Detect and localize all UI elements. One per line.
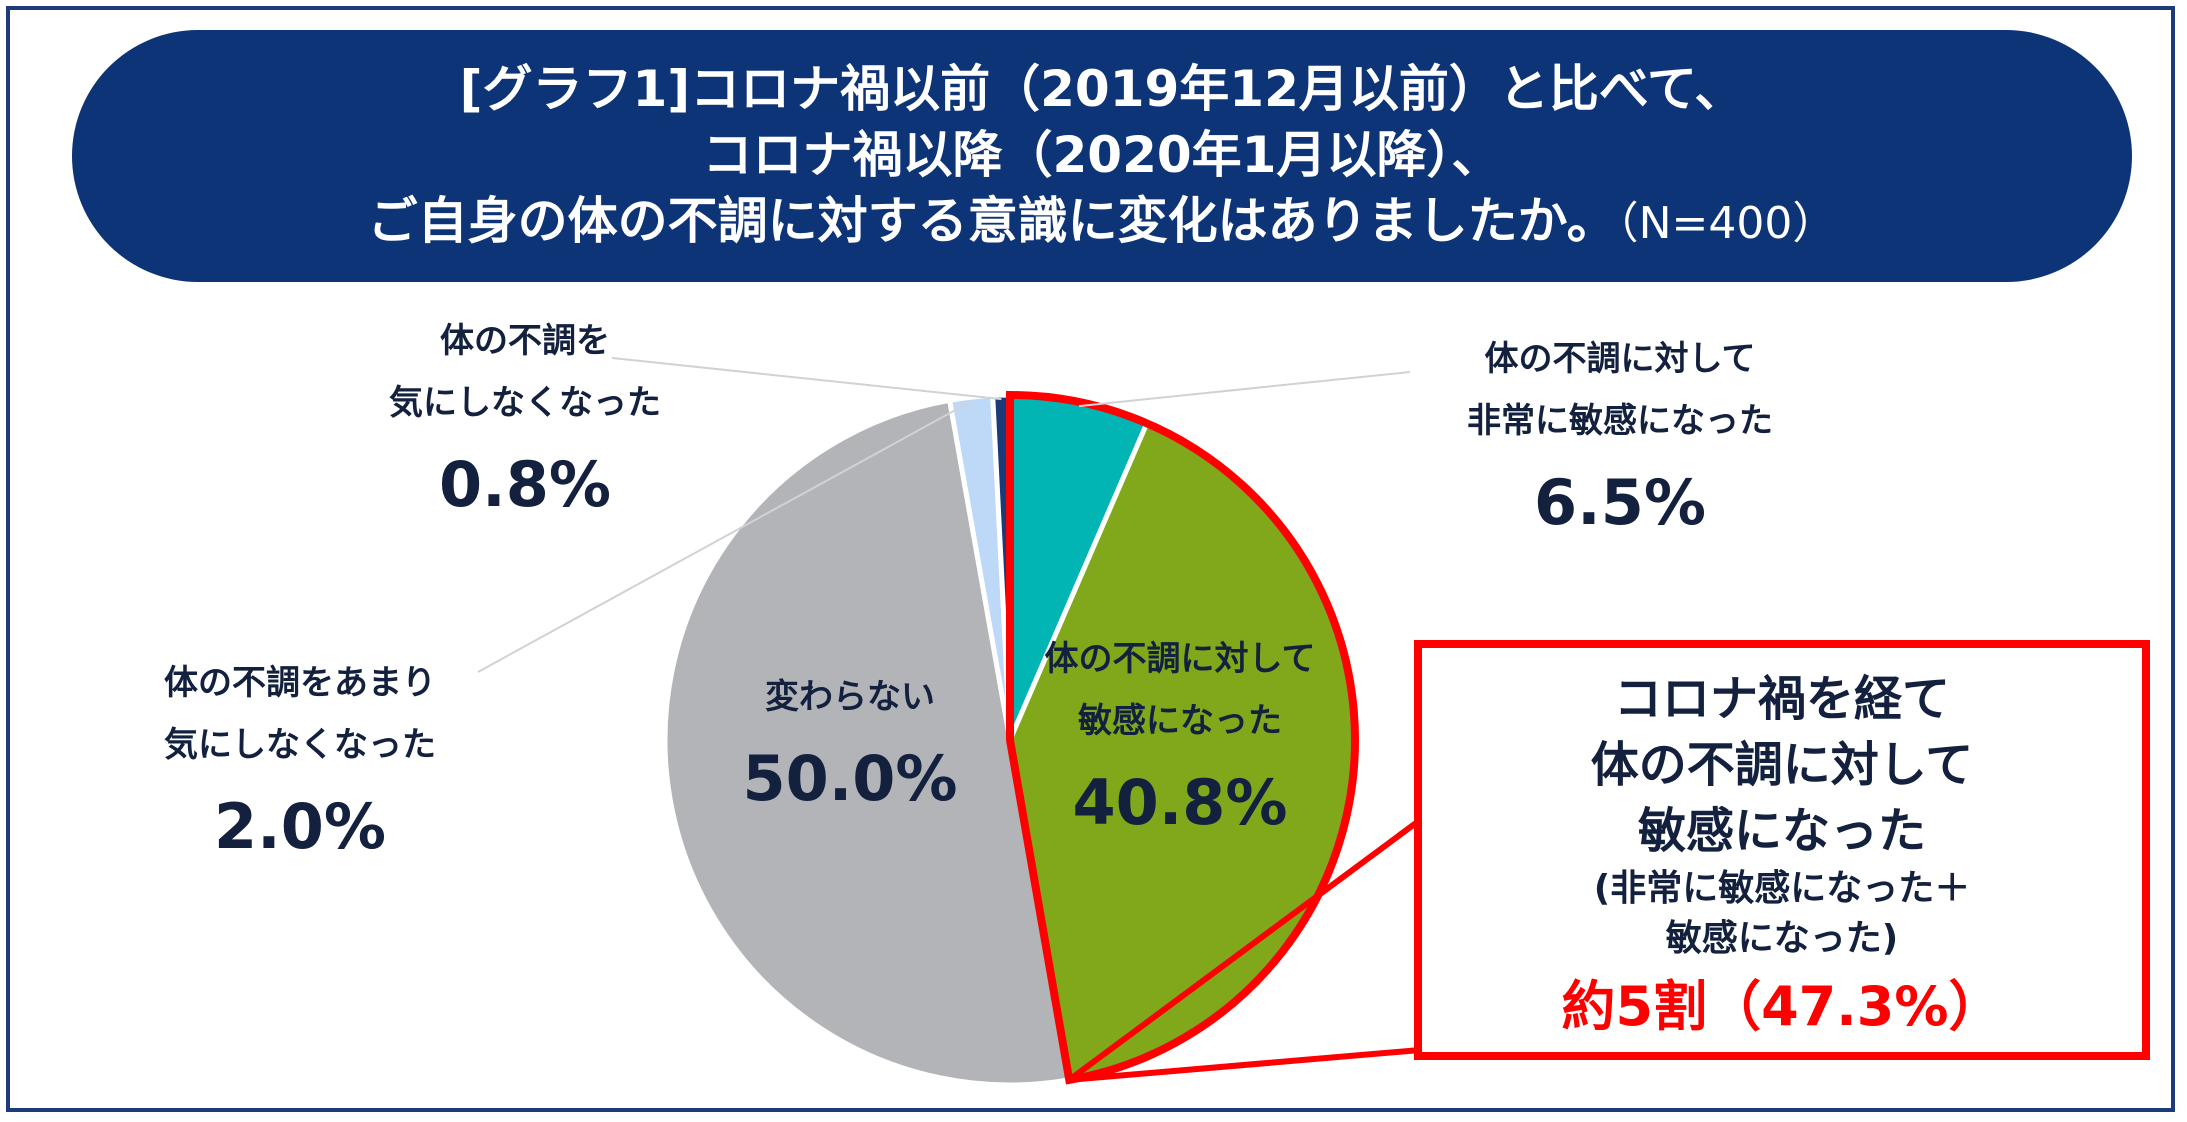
label-unchanged-line1: 変わらない <box>765 677 935 717</box>
leader-not-mindful <box>611 357 1002 401</box>
callout-line-4: (非常に敏感になった＋ <box>1593 868 1971 909</box>
value-unchanged: 50.0% <box>742 742 958 815</box>
label-very-sensitive-line1: 体の不調に対して <box>1484 339 1756 379</box>
title-line-3-text: ご自身の体の不調に対する意識に変化はありましたか。 <box>367 191 1617 250</box>
value-very-sensitive: 6.5% <box>1534 466 1706 539</box>
label-less-mindful-line1: 体の不調をあまり <box>164 663 436 703</box>
label-not-mindful-line1: 体の不調を <box>440 321 610 361</box>
label-sensitive: 体の不調に対して 敏感になった 40.8% <box>1020 628 1340 848</box>
label-less-mindful: 体の不調をあまり 気にしなくなった 2.0% <box>130 652 470 872</box>
label-sensitive-line1: 体の不調に対して <box>1044 639 1316 679</box>
label-not-mindful: 体の不調を 気にしなくなった 0.8% <box>360 310 690 530</box>
title-line-2: コロナ禍以降（2020年1月以降）、 <box>702 125 1502 184</box>
highlight-outline <box>1006 390 1359 1085</box>
sample-size: （N=400） <box>1616 197 1837 249</box>
label-very-sensitive-line2: 非常に敏感になった <box>1467 401 1773 441</box>
value-not-mindful: 0.8% <box>439 448 611 521</box>
label-sensitive-line2: 敏感になった <box>1078 701 1282 741</box>
label-very-sensitive: 体の不調に対して 非常に敏感になった 6.5% <box>1430 328 1810 548</box>
title-banner: [グラフ1]コロナ禍以前（2019年12月以前）と比べて、 コロナ禍以降（202… <box>72 30 2132 282</box>
callout-line-5: 敏感になった) <box>1665 918 1899 959</box>
leader-very-sensitive <box>1078 371 1411 408</box>
leader-less-mindful <box>477 400 973 673</box>
value-sensitive: 40.8% <box>1072 766 1288 839</box>
callout-total: 約5割（47.3%） <box>1561 975 2003 1038</box>
label-not-mindful-line2: 気にしなくなった <box>389 383 661 423</box>
callout-line-1: コロナ禍を経て <box>1613 671 1950 727</box>
summary-callout: コロナ禍を経て 体の不調に対して 敏感になった (非常に敏感になった＋ 敏感にな… <box>1414 640 2150 1060</box>
label-less-mindful-line2: 気にしなくなった <box>164 725 436 765</box>
title-line-3: ご自身の体の不調に対する意識に変化はありましたか。（N=400） <box>368 188 1837 257</box>
label-unchanged: 変わらない 50.0% <box>700 666 1000 824</box>
callout-pointer <box>1067 817 1422 1083</box>
value-less-mindful: 2.0% <box>214 790 386 863</box>
callout-line-2: 体の不調に対して <box>1590 737 1974 793</box>
callout-line-3: 敏感になった <box>1637 803 1926 859</box>
title-line-1: [グラフ1]コロナ禍以前（2019年12月以前）と比べて、 <box>459 59 1745 118</box>
slice-unchanged <box>663 397 1073 1088</box>
